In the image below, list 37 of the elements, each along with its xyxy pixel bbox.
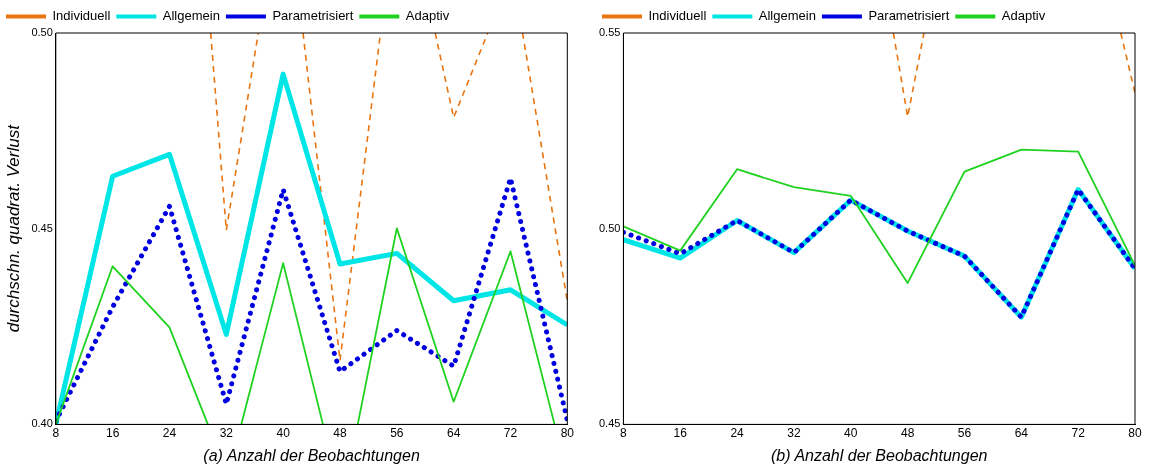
x-tick-label: 48 xyxy=(333,425,347,440)
legend-label: Allgemein xyxy=(758,8,816,24)
y-tick-label: 0.45 xyxy=(598,417,621,430)
x-tick-label: 32 xyxy=(787,425,801,440)
x-tick-label: 64 xyxy=(1014,425,1029,440)
x-axis-title: (b) Anzahl der Beobachtungen xyxy=(770,446,988,464)
x-tick-label: 40 xyxy=(276,425,291,440)
y-tick-label: 0.55 xyxy=(598,26,621,39)
x-tick-label: 72 xyxy=(503,425,518,440)
x-tick-label: 24 xyxy=(162,425,177,440)
x-tick-label: 48 xyxy=(900,425,915,440)
x-tick-label: 56 xyxy=(390,425,404,440)
y-tick-label: 0.40 xyxy=(31,417,53,430)
legend-label: Individuell xyxy=(648,8,707,24)
x-tick-label: 64 xyxy=(446,425,461,440)
x-tick-label: 72 xyxy=(1071,425,1086,440)
legend-label: Parametrisiert xyxy=(868,8,950,24)
y-tick-label: 0.50 xyxy=(598,221,621,234)
x-tick-label: 80 xyxy=(560,425,575,440)
x-tick-label: 32 xyxy=(219,425,234,440)
x-tick-label: 16 xyxy=(673,425,688,440)
x-tick-label: 8 xyxy=(52,425,60,440)
y-tick-label: 0.45 xyxy=(31,221,53,234)
y-tick-label: 0.50 xyxy=(31,26,53,39)
x-tick-label: 16 xyxy=(105,425,120,440)
x-tick-label: 8 xyxy=(620,425,628,440)
legend-label: Adaptiv xyxy=(1001,8,1046,24)
x-tick-label: 40 xyxy=(844,425,858,440)
legend-label: Adaptiv xyxy=(405,8,450,24)
legend-label: Individuell xyxy=(52,8,111,24)
x-tick-label: 56 xyxy=(957,425,972,440)
legend-label: Parametrisiert xyxy=(272,8,354,24)
y-axis-title: durchschn. quadrat. Verlust xyxy=(3,123,23,333)
legend-label: Allgemein xyxy=(162,8,220,24)
x-tick-label: 24 xyxy=(730,425,745,440)
x-axis-title: (a) Anzahl der Beobachtungen xyxy=(203,446,420,464)
x-tick-label: 80 xyxy=(1128,425,1142,440)
